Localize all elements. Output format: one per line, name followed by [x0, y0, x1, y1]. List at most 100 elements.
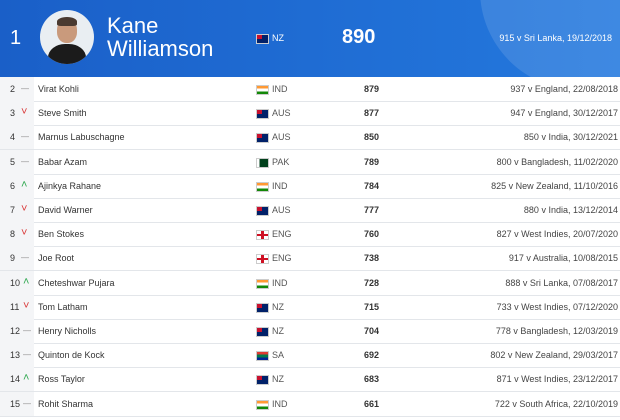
rating: 704 [364, 326, 380, 336]
rating: 692 [364, 350, 380, 361]
team: ENG [272, 253, 292, 264]
rank-cell [0, 319, 34, 343]
career-best: 802 v New Zealand, 29/03/2017 [490, 350, 618, 361]
ranking-row: 13— Quinton de Kock SA 692 802 v New Zealand… [0, 343, 620, 369]
player-name: Cheteshwar Pujara [38, 277, 115, 288]
player-name: David Warner [38, 205, 93, 215]
ranking-row: 3 ˅ Steve Smith AUS 877 947 v England, 30/12/… [0, 101, 620, 127]
rank: 15 [10, 398, 21, 409]
career-best: 827 v West Indies, 20/07/2020 [496, 229, 618, 240]
career-best: 947 v England, 30/12/2017 [510, 108, 618, 119]
player-name: Henry Nicholls [38, 326, 97, 336]
player-name: Ajinkya Rahane [38, 180, 102, 191]
flag [256, 375, 269, 386]
rank-cell [0, 198, 34, 222]
rank: 2 [10, 84, 16, 94]
team: PAK [272, 156, 290, 167]
rank-cell [0, 77, 34, 101]
top-player-banner: 1 Kane Williamson NZ 890 915 v Sri Lanka… [0, 0, 620, 77]
rank-cell [0, 367, 34, 392]
team: IND [272, 277, 288, 288]
movement: ˄ [23, 275, 30, 288]
ranking-row: 4 — Marnus Labuschagne AUS 850 850 v India, 3… [0, 125, 620, 151]
movement: — [21, 156, 29, 166]
movement: — [21, 253, 29, 263]
player-name: Joe Root [38, 253, 75, 264]
team: ENG [272, 229, 292, 240]
movement: ˅ [21, 106, 28, 119]
team: NZ [272, 326, 284, 336]
rank: 3 [10, 108, 16, 119]
movement: — [21, 84, 29, 93]
career-best: 800 v Bangladesh, 11/02/2020 [496, 156, 618, 167]
player-name: Ross Taylor [38, 374, 85, 385]
team: AUS [272, 108, 291, 119]
rating: 715 [364, 301, 380, 312]
rank: 5 [10, 156, 16, 167]
movement: — [23, 326, 31, 335]
rank-cell [0, 173, 34, 198]
flag [256, 327, 269, 337]
rating: 777 [364, 205, 380, 215]
team: AUS [272, 205, 291, 215]
flag [256, 133, 269, 144]
flag [256, 109, 269, 120]
player-photo [40, 10, 94, 64]
rank: 10 [10, 277, 21, 288]
career-best: 778 v Bangladesh, 12/03/2019 [495, 326, 618, 336]
career-best: 871 v West Indies, 23/12/2017 [496, 374, 618, 385]
rating: 789 [364, 156, 380, 167]
ranking-row: 12— Henry Nicholls NZ 704 778 v Bangladesh, … [0, 319, 620, 344]
rank: 4 [10, 132, 16, 143]
rating: 879 [364, 84, 380, 94]
rank-cell [0, 246, 34, 271]
flag [256, 254, 269, 265]
player-name: Kane Williamson [107, 13, 214, 61]
flag [256, 399, 269, 410]
flag [256, 85, 269, 95]
team: NZ [272, 33, 284, 43]
rank: 9 [10, 253, 16, 264]
movement: ˅ [21, 227, 28, 240]
player-name: Virat Kohli [38, 84, 79, 94]
flag [256, 351, 269, 362]
rating: 683 [364, 374, 380, 385]
flag [256, 206, 269, 216]
player-name: Babar Azam [38, 156, 88, 167]
rank: 6 [10, 180, 16, 191]
career-best: 880 v India, 13/12/2014 [523, 205, 618, 215]
movement: ˅ [23, 299, 30, 312]
flag [256, 302, 269, 313]
rank-cell [0, 343, 34, 368]
rating: 661 [364, 398, 380, 409]
movement: ˄ [21, 178, 28, 191]
career-best: 825 v New Zealand, 11/10/2016 [491, 180, 618, 191]
team: NZ [272, 301, 284, 312]
rating: 738 [364, 253, 380, 264]
flag [256, 157, 269, 168]
flag [256, 278, 269, 289]
career-best: 722 v South Africa, 22/10/2019 [494, 398, 618, 409]
rating: 760 [364, 229, 380, 240]
rank-cell [0, 270, 34, 295]
ranking-row: 8 ˅ Ben Stokes ENG 760 827 v West Indies, 20/… [0, 222, 620, 248]
movement: — [23, 398, 31, 408]
rank: 7 [10, 205, 16, 215]
movement: ˄ [23, 372, 30, 385]
rank: 8 [10, 229, 16, 240]
career-best: 850 v India, 30/12/2021 [523, 132, 618, 143]
ranking-row: 9 — Joe Root ENG 738 917 v Australia, 10/08/2… [0, 246, 620, 272]
flag [256, 230, 269, 241]
rank: 11 [10, 301, 20, 312]
ranking-row: 7 ˅ David Warner AUS 777 880 v India, 13/12/2… [0, 198, 620, 223]
ranking-row: 11 ˅ Tom Latham NZ 715 733 v West Indies, 07/… [0, 294, 620, 320]
ranking-row: 15— Rohit Sharma IND 661 722 v South Africa,… [0, 391, 620, 417]
rank-cell [0, 222, 34, 247]
ranking-row: 10 ˄ Cheteshwar Pujara IND 728 888 v Sri Lank… [0, 270, 620, 296]
player-name: Marnus Labuschagne [38, 132, 125, 143]
career-best: 915 v Sri Lanka, 19/12/2018 [499, 33, 612, 43]
player-name: Quinton de Kock [38, 350, 105, 361]
team: IND [272, 398, 288, 409]
rank-cell [0, 391, 34, 416]
